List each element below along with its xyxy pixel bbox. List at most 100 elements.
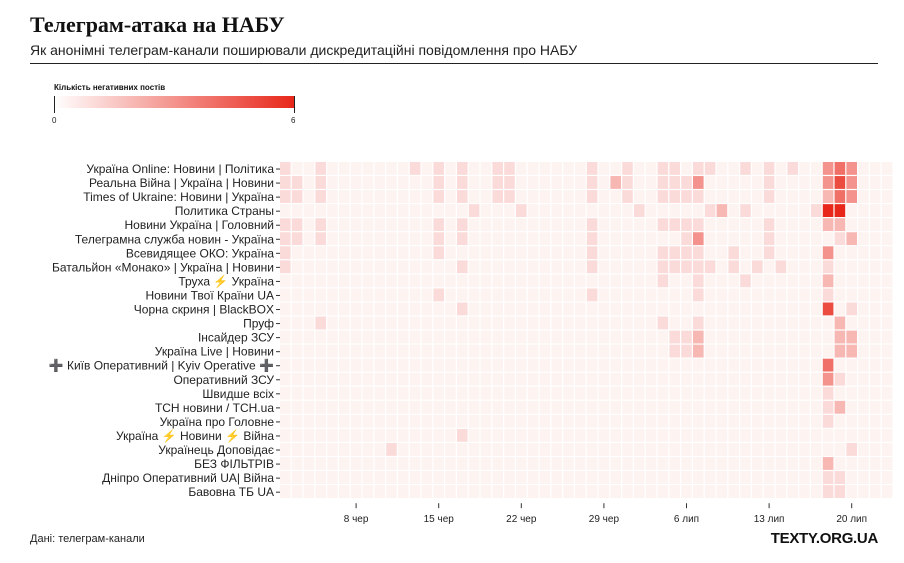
heatmap-empty-cell — [716, 443, 728, 456]
heatmap-empty-cell — [645, 400, 657, 414]
heatmap-cell — [834, 344, 846, 358]
heatmap-empty-cell — [374, 428, 385, 442]
heatmap-empty-cell — [634, 400, 645, 414]
heatmap-empty-cell — [303, 302, 315, 316]
heatmap-empty-cell — [350, 457, 362, 470]
heatmap-empty-cell — [468, 246, 480, 260]
heatmap-empty-cell — [516, 288, 527, 302]
heatmap-empty-cell — [504, 414, 515, 428]
heatmap-empty-cell — [339, 443, 350, 456]
heatmap-empty-cell — [811, 485, 822, 498]
heatmap-empty-cell — [657, 414, 669, 428]
heatmap-empty-cell — [858, 288, 869, 302]
heatmap-empty-cell — [622, 302, 633, 316]
heatmap-empty-cell — [339, 302, 350, 316]
heatmap-empty-cell — [398, 204, 409, 217]
heatmap-cell — [504, 190, 515, 203]
heatmap-empty-cell — [728, 190, 739, 203]
heatmap-empty-cell — [457, 330, 468, 344]
heatmap-empty-cell — [728, 302, 739, 316]
heatmap-empty-cell — [457, 471, 468, 484]
heatmap-empty-cell — [822, 428, 834, 442]
heatmap-empty-cell — [527, 358, 539, 372]
heatmap-empty-cell — [492, 302, 503, 316]
heatmap-empty-cell — [527, 316, 539, 330]
heatmap-empty-cell — [409, 414, 421, 428]
heatmap-cell — [822, 162, 834, 175]
heatmap-empty-cell — [728, 176, 739, 189]
heatmap-empty-cell — [457, 204, 468, 217]
brand-logo[interactable]: TEXTY.ORG.UA — [770, 530, 879, 547]
heatmap-empty-cell — [374, 190, 385, 203]
heatmap-empty-cell — [645, 386, 657, 400]
heatmap-empty-cell — [374, 260, 385, 274]
heatmap-empty-cell — [610, 246, 621, 260]
heatmap-empty-cell — [480, 330, 492, 344]
heatmap-empty-cell — [740, 316, 751, 330]
heatmap-empty-cell — [716, 302, 728, 316]
heatmap-empty-cell — [527, 204, 539, 217]
heatmap-empty-cell — [303, 204, 315, 217]
heatmap-empty-cell — [398, 330, 409, 344]
heatmap-empty-cell — [445, 218, 456, 232]
heatmap-empty-cell — [468, 414, 480, 428]
x-tick-label: 20 лип — [836, 514, 867, 525]
heatmap-cell — [763, 176, 775, 189]
heatmap-empty-cell — [315, 400, 326, 414]
heatmap-empty-cell — [480, 344, 492, 358]
heatmap-empty-cell — [787, 428, 798, 442]
heatmap-empty-cell — [374, 162, 385, 175]
heatmap-empty-cell — [716, 428, 728, 442]
heatmap-empty-cell — [622, 414, 633, 428]
heatmap-cell — [693, 190, 704, 203]
heatmap-empty-cell — [787, 218, 798, 232]
heatmap-empty-cell — [858, 316, 869, 330]
heatmap-empty-cell — [704, 344, 716, 358]
heatmap-empty-cell — [834, 274, 846, 288]
heatmap-empty-cell — [374, 330, 385, 344]
heatmap-empty-cell — [386, 176, 397, 189]
heatmap-empty-cell — [834, 246, 846, 260]
heatmap-empty-cell — [457, 316, 468, 330]
heatmap-empty-cell — [315, 485, 326, 498]
heatmap-empty-cell — [657, 232, 669, 246]
heatmap-empty-cell — [634, 176, 645, 189]
heatmap-empty-cell — [669, 485, 680, 498]
heatmap-cell — [586, 288, 598, 302]
heatmap-empty-cell — [728, 400, 739, 414]
heatmap-empty-cell — [516, 372, 527, 386]
heatmap-empty-cell — [858, 358, 869, 372]
heatmap-cell — [787, 162, 798, 175]
heatmap-empty-cell — [539, 246, 551, 260]
heatmap-cell — [681, 344, 692, 358]
heatmap-cell — [834, 316, 846, 330]
x-tick-label: 29 чер — [589, 514, 620, 525]
heatmap-empty-cell — [634, 316, 645, 330]
heatmap-cell — [669, 344, 680, 358]
heatmap-empty-cell — [539, 218, 551, 232]
heatmap-empty-cell — [610, 316, 621, 330]
heatmap-empty-cell — [811, 302, 822, 316]
heatmap-empty-cell — [539, 330, 551, 344]
heatmap-cell — [586, 162, 598, 175]
legend-max-tick — [294, 96, 295, 113]
heatmap-empty-cell — [799, 471, 810, 484]
heatmap-empty-cell — [516, 358, 527, 372]
heatmap-empty-cell — [539, 400, 551, 414]
heatmap-empty-cell — [775, 162, 787, 175]
heatmap-empty-cell — [704, 457, 716, 470]
heatmap-empty-cell — [575, 330, 586, 344]
heatmap-empty-cell — [634, 485, 645, 498]
heatmap-empty-cell — [516, 190, 527, 203]
heatmap-empty-cell — [645, 414, 657, 428]
row-label: Інсайдер ЗСУ — [198, 331, 274, 345]
heatmap-empty-cell — [881, 457, 893, 470]
heatmap-empty-cell — [527, 162, 539, 175]
heatmap-empty-cell — [291, 471, 303, 484]
heatmap-empty-cell — [445, 485, 456, 498]
heatmap-empty-cell — [799, 485, 810, 498]
heatmap-empty-cell — [398, 358, 409, 372]
heatmap-empty-cell — [870, 414, 881, 428]
heatmap-empty-cell — [858, 274, 869, 288]
heatmap-empty-cell — [445, 457, 456, 470]
